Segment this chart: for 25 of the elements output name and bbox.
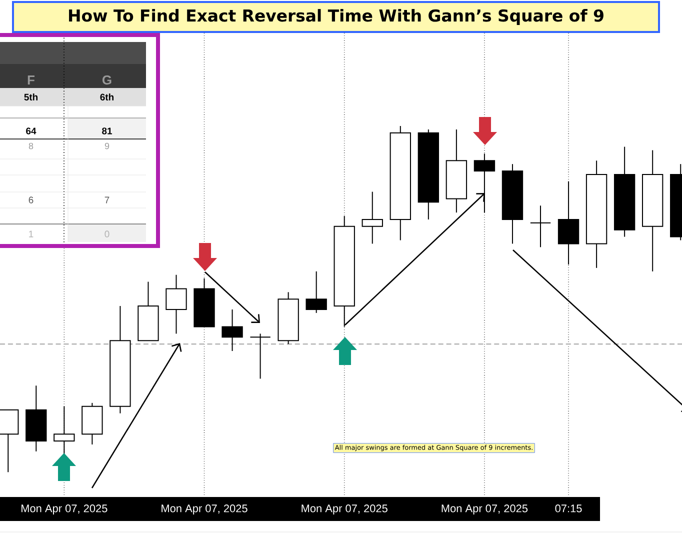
x-tick-label: 07:15 [555, 504, 582, 512]
candlestick [474, 153, 496, 214]
x-tick-label: Mon Apr 07, 2025 [22, 504, 108, 514]
annotation: 6 [28, 196, 34, 204]
annotation: 9 [104, 142, 110, 150]
x-tick-label: Mon Apr 07, 2025 [302, 504, 388, 514]
chart-title: How To Find Exact Reversal Time With Gann’s Square of 9 [69, 9, 604, 25]
text: F [28, 76, 34, 84]
annotation: 1 [29, 230, 34, 238]
x-tick-label: Mon Apr 07, 2025 [162, 504, 248, 514]
annotation: 7 [104, 196, 110, 204]
candlestick [222, 308, 243, 352]
candlestick [166, 274, 187, 334]
candlestick [362, 191, 383, 244]
candlestick [250, 333, 271, 380]
candlestick [306, 270, 327, 314]
annotation: 0 [104, 230, 110, 238]
candlestick [530, 205, 552, 248]
annotation: 64 [26, 128, 36, 134]
text: 5th [24, 94, 38, 100]
annotation: 8 [28, 142, 34, 150]
text: G [102, 75, 112, 85]
annotation: 81 [102, 128, 112, 134]
x-tick-label: Mon Apr 07, 2025 [442, 504, 528, 514]
text: 6th [100, 94, 114, 100]
